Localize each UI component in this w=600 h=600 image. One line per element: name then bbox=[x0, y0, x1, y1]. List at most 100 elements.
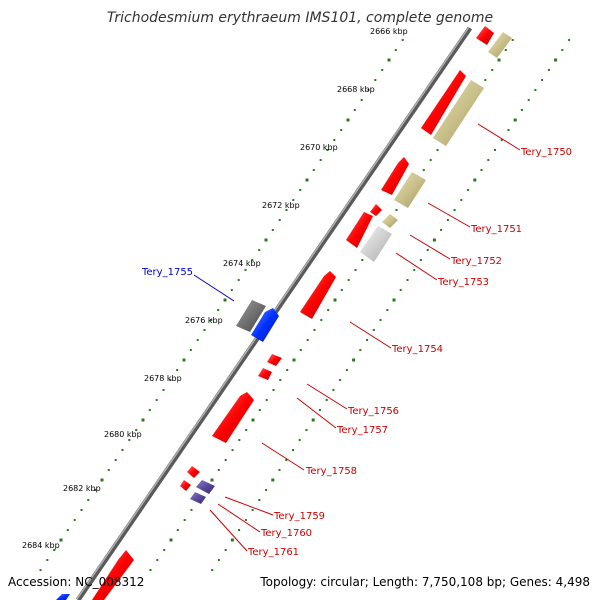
tick-dot bbox=[436, 149, 439, 151]
gene-feature-tery-1751[interactable] bbox=[394, 172, 426, 208]
gene-feature[interactable] bbox=[381, 157, 409, 195]
tick-dot bbox=[318, 409, 321, 411]
tick-dot bbox=[332, 389, 335, 391]
callout-line bbox=[306, 383, 348, 410]
callout-line bbox=[409, 234, 451, 260]
callout-line bbox=[261, 442, 305, 471]
tick-dot bbox=[352, 358, 356, 362]
gene-feature-tery-1756[interactable] bbox=[267, 354, 282, 366]
gene-label-tery-1760[interactable]: Tery_1760 bbox=[260, 528, 312, 539]
tick-dot bbox=[541, 79, 544, 81]
gene-feature[interactable] bbox=[180, 480, 191, 491]
tick-dot bbox=[272, 389, 275, 391]
tick-dot bbox=[223, 298, 227, 302]
tick-dot bbox=[500, 139, 503, 141]
gene-label-tery-1753[interactable]: Tery_1753 bbox=[437, 277, 489, 288]
tick-dot bbox=[453, 209, 456, 211]
tick-dot bbox=[238, 439, 241, 441]
gene-label-tery-1751[interactable]: Tery_1751 bbox=[470, 224, 522, 235]
kbp-label: 2684 kbp bbox=[22, 541, 60, 550]
gene-feature-tery-1757[interactable] bbox=[258, 368, 272, 380]
gene-label-tery-1758[interactable]: Tery_1758 bbox=[305, 466, 357, 477]
tick-dot bbox=[354, 269, 357, 271]
tick-dot bbox=[53, 549, 56, 551]
tick-dot bbox=[379, 319, 382, 321]
tick-dot bbox=[513, 118, 517, 122]
gene-feature[interactable] bbox=[187, 466, 200, 478]
gene-feature[interactable] bbox=[488, 32, 512, 58]
gene-label-tery-1752[interactable]: Tery_1752 bbox=[450, 256, 502, 267]
kbp-label: 2672 kbp bbox=[262, 201, 300, 210]
tick-dot bbox=[217, 559, 220, 561]
gene-label-tery-1761[interactable]: Tery_1761 bbox=[247, 547, 299, 558]
tick-dot bbox=[148, 409, 151, 411]
tick-dot bbox=[94, 489, 97, 491]
tick-dot bbox=[285, 209, 288, 211]
tick-dot bbox=[446, 219, 449, 221]
gene-label-tery-1757[interactable]: Tery_1757 bbox=[336, 425, 388, 436]
tick-dot bbox=[230, 289, 233, 291]
gene-label-tery-1759[interactable]: Tery_1759 bbox=[273, 511, 325, 522]
tick-dot bbox=[46, 559, 49, 561]
gene-feature-tery-1754[interactable] bbox=[300, 271, 336, 319]
tick-dot bbox=[163, 549, 166, 551]
tick-dot bbox=[87, 499, 90, 501]
tick-dot bbox=[511, 39, 514, 41]
tick-dot bbox=[401, 39, 404, 41]
tick-dot bbox=[494, 149, 496, 151]
tick-dot bbox=[361, 259, 364, 261]
gene-label-tery-1756[interactable]: Tery_1756 bbox=[347, 406, 399, 417]
gene-feature[interactable] bbox=[476, 26, 494, 45]
gene-feature-tery-1752[interactable] bbox=[370, 204, 382, 216]
tick-dot bbox=[325, 399, 328, 401]
gene-label-tery-1754[interactable]: Tery_1754 bbox=[391, 344, 443, 355]
tick-dot bbox=[59, 538, 63, 542]
tick-dot bbox=[237, 279, 240, 281]
tick-dot bbox=[73, 519, 76, 521]
tick-dot bbox=[190, 509, 193, 511]
tick-dot bbox=[156, 559, 159, 561]
callout-line bbox=[349, 321, 392, 349]
tick-dot bbox=[210, 319, 213, 321]
tick-dot bbox=[568, 39, 571, 41]
tick-dot bbox=[386, 309, 389, 311]
gene-label-tery-1755[interactable]: Tery_1755 bbox=[141, 267, 193, 278]
kbp-scale: 2666 kbp 2668 kbp 2670 kbp 2672 kbp 2674… bbox=[22, 27, 408, 550]
gene-feature-tery-1750a[interactable] bbox=[421, 70, 466, 135]
tick-dot bbox=[527, 99, 530, 101]
tick-dot bbox=[507, 129, 510, 131]
tick-dot bbox=[534, 89, 537, 91]
gene-feature-tery-1753[interactable] bbox=[360, 226, 392, 262]
gene-feature[interactable] bbox=[346, 212, 373, 248]
gene-feature[interactable] bbox=[56, 594, 70, 600]
tick-dot bbox=[128, 439, 131, 441]
gene-feature[interactable] bbox=[236, 300, 266, 332]
callout-line bbox=[224, 496, 274, 516]
tick-dot bbox=[426, 249, 429, 251]
tick-dot bbox=[561, 49, 564, 51]
gene-feature-tery-1760[interactable] bbox=[190, 492, 206, 504]
tick-dot bbox=[107, 469, 110, 471]
gene-feature-tery-1755[interactable] bbox=[251, 308, 279, 342]
gene-feature-tery-1758[interactable] bbox=[212, 392, 254, 443]
gene-feature-tery-1750[interactable] bbox=[433, 80, 484, 146]
tick-dot bbox=[251, 509, 254, 511]
gene-feature[interactable] bbox=[92, 550, 134, 600]
tick-dot bbox=[460, 199, 463, 201]
tick-dot bbox=[395, 209, 398, 211]
callout-line bbox=[427, 202, 471, 228]
gene-label-tery-1750[interactable]: Tery_1750 bbox=[520, 147, 572, 158]
tick-dot bbox=[487, 159, 490, 161]
gene-feature[interactable] bbox=[382, 214, 398, 228]
tick-dot bbox=[135, 429, 138, 431]
kbp-label: 2668 kbp bbox=[337, 85, 375, 94]
tick-dot bbox=[381, 69, 384, 71]
tick-dot bbox=[374, 79, 377, 81]
tick-dot bbox=[372, 329, 375, 331]
tick-dot bbox=[432, 238, 436, 242]
tick-dot bbox=[292, 199, 295, 201]
tick-dot bbox=[340, 129, 343, 131]
tick-dot bbox=[224, 549, 227, 551]
gene-feature-tery-1759[interactable] bbox=[196, 480, 215, 494]
tick-dot bbox=[114, 459, 117, 461]
